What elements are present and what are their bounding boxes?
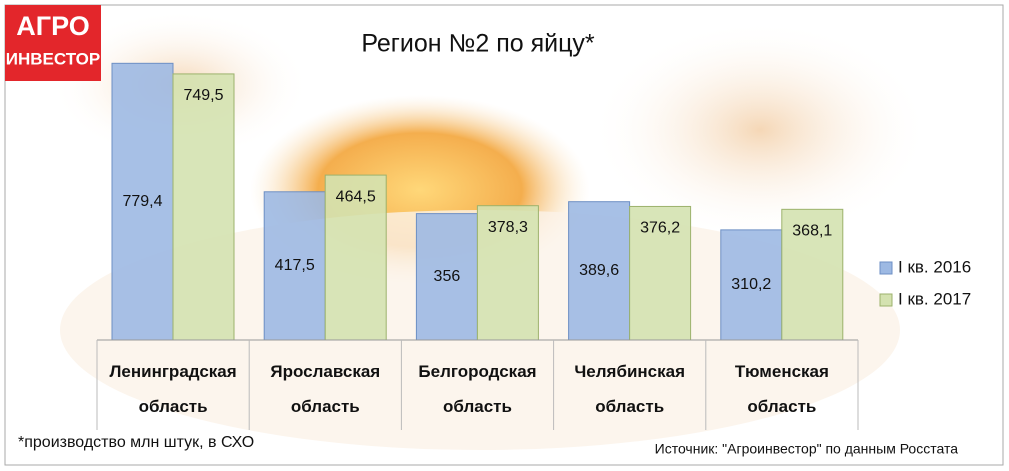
value-label: 376,2 [640, 220, 680, 237]
chart-title: Регион №2 по яйцу* [361, 30, 595, 58]
legend-label: I кв. 2017 [898, 289, 971, 308]
bar [629, 205, 692, 341]
footnote: *производство млн штук, в СХО [18, 434, 254, 451]
bar [415, 213, 478, 341]
value-label: 368,1 [792, 223, 832, 240]
bar [476, 205, 539, 341]
x-tick-label: Челябинская область [574, 362, 686, 416]
x-tick-label: Ярославская область [270, 362, 381, 416]
bar [111, 62, 174, 341]
bar [781, 208, 844, 341]
bar [324, 174, 387, 341]
logo-text: АГРО [16, 11, 89, 41]
bg-shell [590, 20, 930, 240]
value-label: 749,5 [183, 87, 223, 104]
legend-swatch [879, 293, 893, 307]
x-tick-label: Белгородская область [418, 362, 537, 416]
value-label: 310,2 [731, 276, 771, 293]
bar [172, 73, 235, 341]
value-label: 779,4 [122, 193, 162, 210]
x-tick-label: Ленинградская область [109, 362, 237, 416]
value-label: 378,3 [488, 219, 528, 236]
x-tick-label: Тюменская область [734, 362, 829, 416]
bar [263, 191, 326, 341]
logo-text: ИНВЕСТОР [6, 49, 101, 68]
value-label: 356 [434, 268, 461, 285]
bar [720, 229, 783, 341]
source: Источник: "Агроинвестор" по данным Росст… [655, 441, 959, 457]
value-label: 464,5 [336, 188, 376, 205]
legend-swatch [879, 261, 893, 275]
value-label: 389,6 [579, 262, 619, 279]
value-label: 417,5 [275, 257, 315, 274]
bar [568, 201, 631, 341]
logo-box [5, 5, 101, 81]
legend-label: I кв. 2016 [898, 257, 971, 276]
